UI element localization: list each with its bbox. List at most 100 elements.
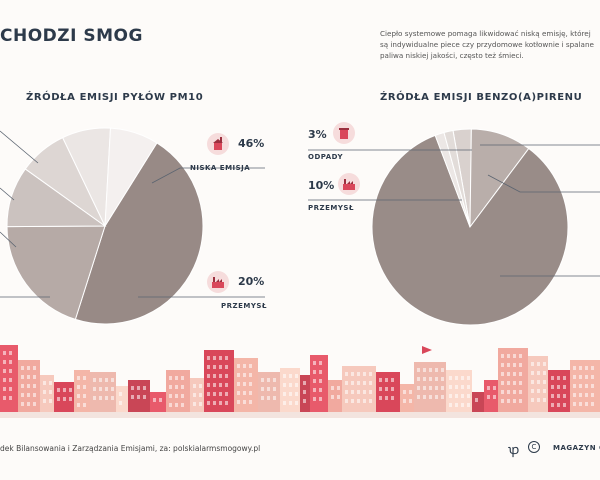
building-window bbox=[537, 362, 540, 366]
building-window bbox=[27, 375, 30, 379]
building-window bbox=[27, 384, 30, 388]
building-window bbox=[137, 386, 140, 390]
building-window bbox=[9, 387, 12, 391]
building-window bbox=[579, 393, 582, 397]
building-window bbox=[543, 380, 546, 384]
building-window bbox=[49, 390, 52, 394]
building-window bbox=[591, 375, 594, 379]
building-window bbox=[83, 376, 86, 380]
building-window bbox=[461, 403, 464, 407]
bap-przemysl-value: 10% bbox=[308, 179, 335, 192]
building-window bbox=[313, 397, 316, 401]
building-window bbox=[181, 385, 184, 389]
building-window bbox=[175, 385, 178, 389]
building-window bbox=[579, 402, 582, 406]
building-window bbox=[501, 381, 504, 385]
building-window bbox=[319, 370, 322, 374]
building-window bbox=[319, 397, 322, 401]
building-window bbox=[531, 362, 534, 366]
building-window bbox=[357, 399, 360, 403]
building-window bbox=[585, 393, 588, 397]
building-window bbox=[3, 360, 6, 364]
building-window bbox=[409, 390, 412, 394]
building-window bbox=[283, 401, 286, 405]
building-window bbox=[519, 372, 522, 376]
building-window bbox=[225, 374, 228, 378]
ground bbox=[0, 412, 600, 418]
building-window bbox=[591, 393, 594, 397]
building-window bbox=[409, 399, 412, 403]
building-window bbox=[435, 368, 438, 372]
building bbox=[400, 384, 414, 412]
building-window bbox=[591, 366, 594, 370]
building-window bbox=[385, 378, 388, 382]
building-window bbox=[435, 386, 438, 390]
building-window bbox=[207, 356, 210, 360]
building-window bbox=[519, 354, 522, 358]
building-window bbox=[273, 387, 276, 391]
building-window bbox=[417, 377, 420, 381]
building-window bbox=[219, 374, 222, 378]
building-window bbox=[181, 394, 184, 398]
building-window bbox=[63, 397, 66, 401]
pm10-niska-value: 46% bbox=[238, 137, 265, 150]
building-window bbox=[153, 398, 156, 402]
building-window bbox=[131, 386, 134, 390]
building-window bbox=[467, 394, 470, 398]
building-window bbox=[543, 398, 546, 402]
intro-line: Ciepło systemowe pomaga likwidować niską… bbox=[380, 29, 591, 38]
building-window bbox=[289, 401, 292, 405]
building-window bbox=[243, 382, 246, 386]
building-window bbox=[131, 395, 134, 399]
building-window bbox=[261, 396, 264, 400]
bap-pie bbox=[371, 128, 569, 326]
building-window bbox=[369, 381, 372, 385]
building-window bbox=[345, 381, 348, 385]
building-window bbox=[319, 379, 322, 383]
building-window bbox=[507, 363, 510, 367]
building-window bbox=[303, 390, 306, 394]
building-window bbox=[3, 378, 6, 382]
building-window bbox=[573, 402, 576, 406]
building-window bbox=[467, 403, 470, 407]
building-window bbox=[181, 376, 184, 380]
building-window bbox=[435, 377, 438, 381]
building-window bbox=[441, 386, 444, 390]
building-window bbox=[43, 399, 46, 403]
building-window bbox=[351, 390, 354, 394]
building-window bbox=[93, 387, 96, 391]
building-window bbox=[357, 390, 360, 394]
building-window bbox=[429, 386, 432, 390]
building-window bbox=[33, 366, 36, 370]
source-text: dek Bilansowania i Zarządzania Emisjami,… bbox=[0, 444, 261, 453]
building-window bbox=[93, 396, 96, 400]
building-window bbox=[423, 368, 426, 372]
building-window bbox=[83, 385, 86, 389]
building-window bbox=[363, 399, 366, 403]
building-window bbox=[289, 392, 292, 396]
pm10-przemysl-value: 20% bbox=[238, 275, 265, 288]
building-window bbox=[267, 378, 270, 382]
building-window bbox=[69, 397, 72, 401]
building-window bbox=[243, 373, 246, 377]
building-window bbox=[283, 374, 286, 378]
city-skyline bbox=[0, 345, 600, 418]
building-window bbox=[537, 371, 540, 375]
building-window bbox=[537, 389, 540, 393]
pm10-pie bbox=[6, 127, 204, 325]
building-window bbox=[507, 372, 510, 376]
building-window bbox=[563, 376, 566, 380]
building-window bbox=[21, 375, 24, 379]
building-window bbox=[487, 395, 490, 399]
building-window bbox=[93, 378, 96, 382]
building-window bbox=[455, 394, 458, 398]
building-window bbox=[295, 401, 298, 405]
building-window bbox=[295, 392, 298, 396]
building-window bbox=[551, 385, 554, 389]
building-window bbox=[21, 393, 24, 397]
building-window bbox=[417, 395, 420, 399]
building-window bbox=[579, 366, 582, 370]
building-window bbox=[573, 375, 576, 379]
pm10-slice bbox=[104, 127, 158, 227]
building-window bbox=[199, 384, 202, 388]
